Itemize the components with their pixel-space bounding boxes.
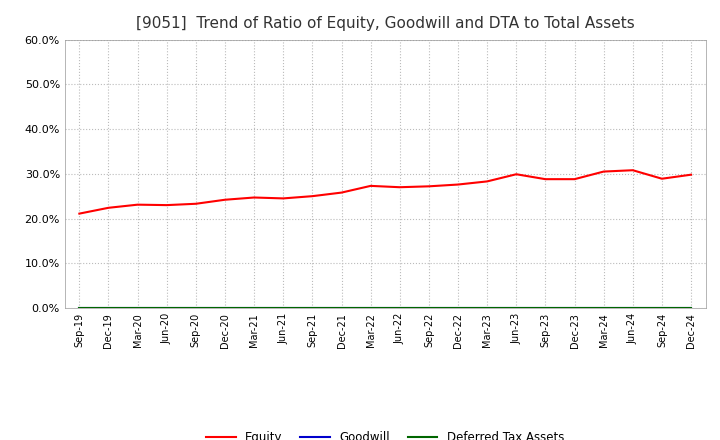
Deferred Tax Assets xyxy=(192,305,200,311)
Deferred Tax Assets xyxy=(657,305,666,311)
Goodwill xyxy=(104,305,113,311)
Equity xyxy=(279,196,287,201)
Equity xyxy=(512,172,521,177)
Goodwill xyxy=(133,305,142,311)
Deferred Tax Assets xyxy=(512,305,521,311)
Equity xyxy=(250,195,258,200)
Equity xyxy=(629,168,637,173)
Deferred Tax Assets xyxy=(133,305,142,311)
Goodwill xyxy=(75,305,84,311)
Deferred Tax Assets xyxy=(395,305,404,311)
Deferred Tax Assets xyxy=(599,305,608,311)
Goodwill xyxy=(279,305,287,311)
Deferred Tax Assets xyxy=(75,305,84,311)
Deferred Tax Assets xyxy=(541,305,550,311)
Equity xyxy=(192,201,200,206)
Goodwill xyxy=(687,305,696,311)
Equity xyxy=(395,185,404,190)
Equity xyxy=(337,190,346,195)
Deferred Tax Assets xyxy=(570,305,579,311)
Equity xyxy=(163,202,171,208)
Goodwill xyxy=(570,305,579,311)
Deferred Tax Assets xyxy=(104,305,113,311)
Equity xyxy=(454,182,462,187)
Deferred Tax Assets xyxy=(454,305,462,311)
Goodwill xyxy=(395,305,404,311)
Deferred Tax Assets xyxy=(163,305,171,311)
Goodwill xyxy=(657,305,666,311)
Goodwill xyxy=(629,305,637,311)
Deferred Tax Assets xyxy=(279,305,287,311)
Deferred Tax Assets xyxy=(425,305,433,311)
Deferred Tax Assets xyxy=(220,305,229,311)
Equity xyxy=(483,179,492,184)
Goodwill xyxy=(308,305,317,311)
Goodwill xyxy=(512,305,521,311)
Deferred Tax Assets xyxy=(629,305,637,311)
Equity xyxy=(366,183,375,188)
Equity xyxy=(308,194,317,199)
Goodwill xyxy=(483,305,492,311)
Equity xyxy=(425,183,433,189)
Goodwill xyxy=(366,305,375,311)
Deferred Tax Assets xyxy=(250,305,258,311)
Equity xyxy=(104,205,113,210)
Equity xyxy=(541,176,550,182)
Equity xyxy=(687,172,696,177)
Goodwill xyxy=(220,305,229,311)
Goodwill xyxy=(337,305,346,311)
Goodwill xyxy=(192,305,200,311)
Line: Equity: Equity xyxy=(79,170,691,213)
Deferred Tax Assets xyxy=(308,305,317,311)
Goodwill xyxy=(425,305,433,311)
Equity xyxy=(599,169,608,174)
Deferred Tax Assets xyxy=(366,305,375,311)
Goodwill xyxy=(250,305,258,311)
Equity xyxy=(133,202,142,207)
Goodwill xyxy=(454,305,462,311)
Equity xyxy=(570,176,579,182)
Legend: Equity, Goodwill, Deferred Tax Assets: Equity, Goodwill, Deferred Tax Assets xyxy=(202,427,569,440)
Goodwill xyxy=(163,305,171,311)
Equity xyxy=(75,211,84,216)
Equity xyxy=(220,197,229,202)
Deferred Tax Assets xyxy=(337,305,346,311)
Goodwill xyxy=(599,305,608,311)
Goodwill xyxy=(541,305,550,311)
Equity xyxy=(657,176,666,181)
Deferred Tax Assets xyxy=(687,305,696,311)
Title: [9051]  Trend of Ratio of Equity, Goodwill and DTA to Total Assets: [9051] Trend of Ratio of Equity, Goodwil… xyxy=(136,16,634,32)
Deferred Tax Assets xyxy=(483,305,492,311)
